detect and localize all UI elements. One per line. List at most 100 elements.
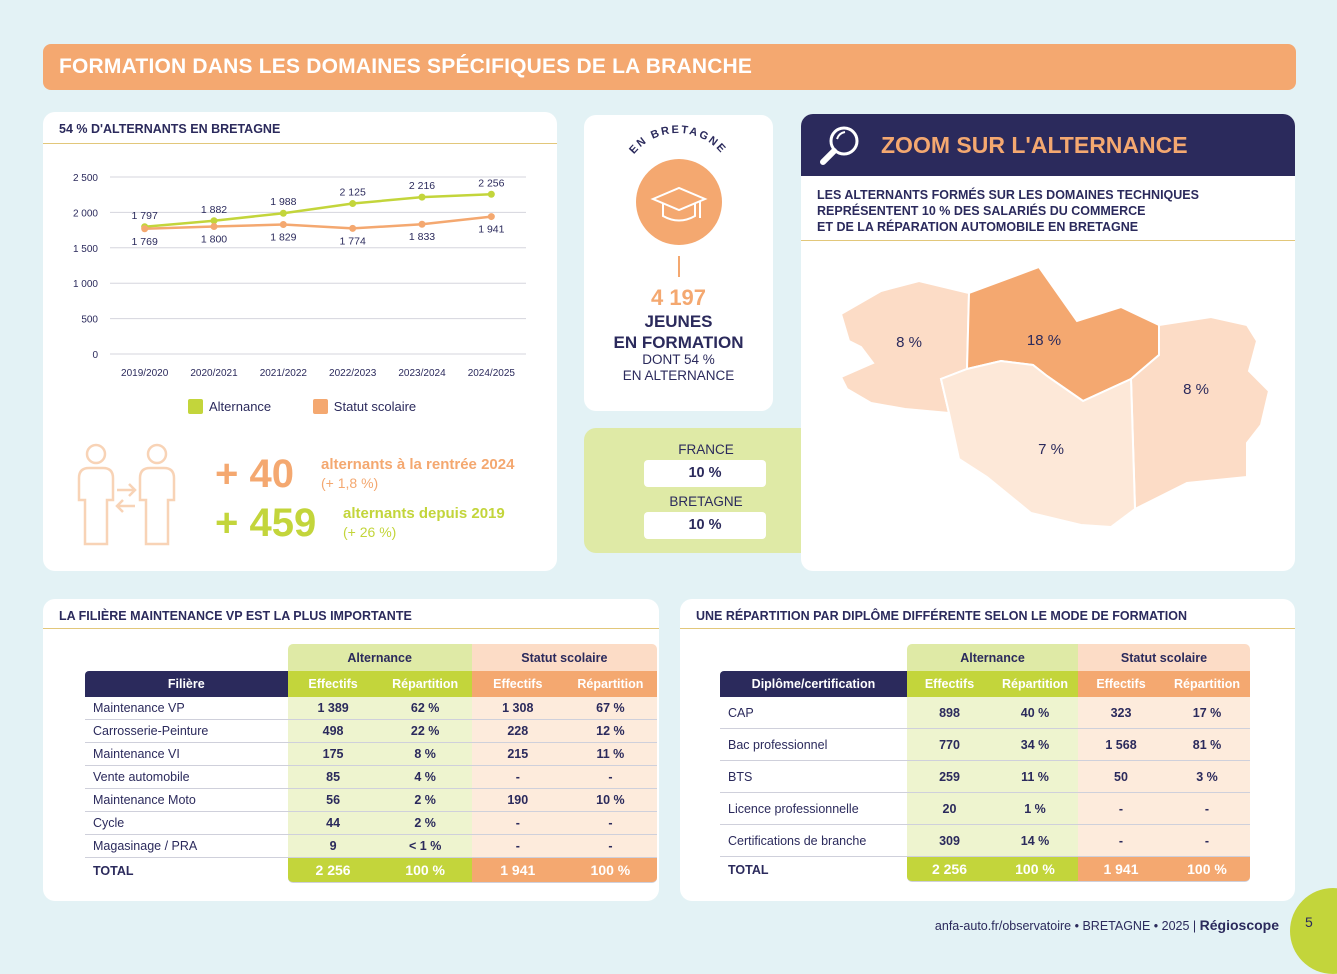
page-number-badge: 5 [1290, 888, 1337, 974]
cell: < 1 % [378, 835, 472, 858]
cell: 44 [287, 812, 379, 835]
zoom-divider [801, 240, 1295, 241]
x-tick-label: 2023/2024 [398, 368, 446, 379]
cell: - [563, 835, 657, 858]
footer-url[interactable]: anfa-auto.fr/observatoire [934, 919, 1072, 933]
stat1-number: + 40 [215, 452, 294, 496]
total-cell: 100 % [1164, 857, 1250, 882]
page-number: 5 [1305, 914, 1313, 930]
cell: 12 % [563, 720, 657, 743]
total-label: TOTAL [93, 863, 134, 878]
data-label: 1 882 [201, 204, 227, 216]
cell: 20 [907, 793, 992, 825]
data-point [418, 193, 426, 201]
bretagne-label: BRETAGNE [669, 494, 743, 509]
cell: - [563, 766, 657, 789]
total-cell: 100 % [992, 857, 1078, 882]
data-point [349, 200, 357, 208]
footer: anfa-auto.fr/observatoire • BRETAGNE • 2… [934, 917, 1279, 933]
zoom-sub-line1: LES ALTERNANTS FORMÉS SUR LES DOMAINES T… [817, 188, 1199, 202]
row-label: Bac professionnel [720, 729, 907, 761]
legend-swatch-alternance [188, 399, 203, 414]
zoom-subtitle: LES ALTERNANTS FORMÉS SUR LES DOMAINES T… [817, 187, 1287, 235]
filiere-col-a-rep: Répartition [378, 671, 472, 697]
diplome-col-label: Diplôme/certification [720, 671, 907, 697]
zoom-card: ZOOM SUR L'ALTERNANCE LES ALTERNANTS FOR… [801, 114, 1295, 571]
cell: 898 [907, 697, 992, 729]
jeunes-line3: DONT 54 % [642, 352, 715, 367]
series-line-statut [144, 215, 492, 231]
data-point [210, 223, 218, 231]
cell: 1 308 [471, 697, 564, 720]
data-label: 1 769 [132, 236, 158, 248]
table-row: Carrosserie-Peinture 498 22 % 228 12 % [85, 720, 657, 743]
table-row: Maintenance Moto 56 2 % 190 10 % [85, 789, 657, 812]
row-label: Carrosserie-Peinture [85, 720, 288, 743]
row-label: Vente automobile [85, 766, 288, 789]
row-label: Certifications de branche [720, 825, 907, 857]
y-tick-label: 0 [92, 350, 98, 361]
total-cell: 100 % [563, 858, 657, 883]
stat1-sub: (+ 1,8 %) [321, 475, 379, 491]
cell: 34 % [992, 729, 1078, 761]
cell: 11 % [992, 761, 1078, 793]
cell: - [563, 812, 657, 835]
footer-brand: Régioscope [1199, 917, 1279, 933]
data-point [210, 217, 218, 225]
cell: 4 % [378, 766, 472, 789]
legend-label-statut: Statut scolaire [333, 399, 417, 414]
data-point [418, 220, 426, 228]
chart-legend: Alternance Statut scolaire [188, 399, 416, 414]
cell: - [471, 766, 564, 789]
total-cell: 2 256 [287, 858, 379, 883]
filiere-col-s-eff: Effectifs [471, 671, 564, 697]
data-label: 2 256 [478, 177, 504, 189]
data-label: 2 216 [409, 180, 435, 192]
jeunes-number: 4 197 [650, 285, 707, 310]
table-row: Maintenance VP 1 389 62 % 1 308 67 % [85, 697, 657, 720]
graduation-badge: EN BRETAGNE [627, 124, 729, 245]
filiere-group-alternance: Alternance [287, 644, 472, 671]
row-label: BTS [720, 761, 907, 793]
france-label: FRANCE [678, 442, 734, 457]
map-label-north: 18 % [1027, 332, 1061, 349]
cell: 11 % [563, 743, 657, 766]
badge-arc-text: EN BRETAGNE [627, 124, 727, 156]
y-tick-label: 1 000 [73, 279, 98, 290]
y-tick-label: 2 000 [73, 208, 98, 219]
diplome-col-s-rep: Répartition [1164, 671, 1250, 697]
total-cell: 100 % [378, 858, 472, 883]
table-row: CAP 898 40 % 323 17 % [720, 697, 1250, 729]
data-point [279, 221, 287, 229]
diplome-divider [680, 628, 1295, 629]
x-tick-label: 2021/2022 [260, 368, 308, 379]
cell: 498 [287, 720, 379, 743]
data-point [349, 224, 357, 232]
cell: 2 % [378, 812, 472, 835]
magnifier-icon [820, 126, 859, 165]
diplome-title: UNE RÉPARTITION PAR DIPLÔME DIFFÉRENTE S… [696, 609, 1187, 623]
svg-text:EN BRETAGNE: EN BRETAGNE [627, 124, 729, 156]
students-exchange-icon [77, 443, 176, 546]
cell: 67 % [563, 697, 657, 720]
cell: 81 % [1164, 729, 1250, 761]
data-label: 1 988 [270, 196, 296, 208]
data-label: 1 833 [409, 231, 435, 243]
cell: - [1078, 793, 1164, 825]
diplome-col-a-eff: Effectifs [907, 671, 992, 697]
cell: - [471, 835, 564, 858]
row-label: Cycle [85, 812, 288, 835]
stat1-label: alternants à la rentrée 2024 [321, 456, 515, 473]
filiere-divider [43, 628, 659, 629]
cell: - [1164, 793, 1250, 825]
section-banner: FORMATION DANS LES DOMAINES SPÉCIFIQUES … [43, 44, 1296, 90]
cell: 3 % [1164, 761, 1250, 793]
zoom-header: ZOOM SUR L'ALTERNANCE [801, 114, 1295, 176]
row-label: Magasinage / PRA [85, 835, 288, 858]
row-label: Maintenance Moto [85, 789, 288, 812]
table-row: Licence professionnelle 20 1 % - - [720, 793, 1250, 825]
y-tick-label: 2 500 [73, 173, 98, 184]
jeunes-card: EN BRETAGNE 4 197 JEUNES EN FORMATION DO… [584, 115, 773, 411]
data-point [279, 209, 287, 217]
cell: 228 [471, 720, 564, 743]
